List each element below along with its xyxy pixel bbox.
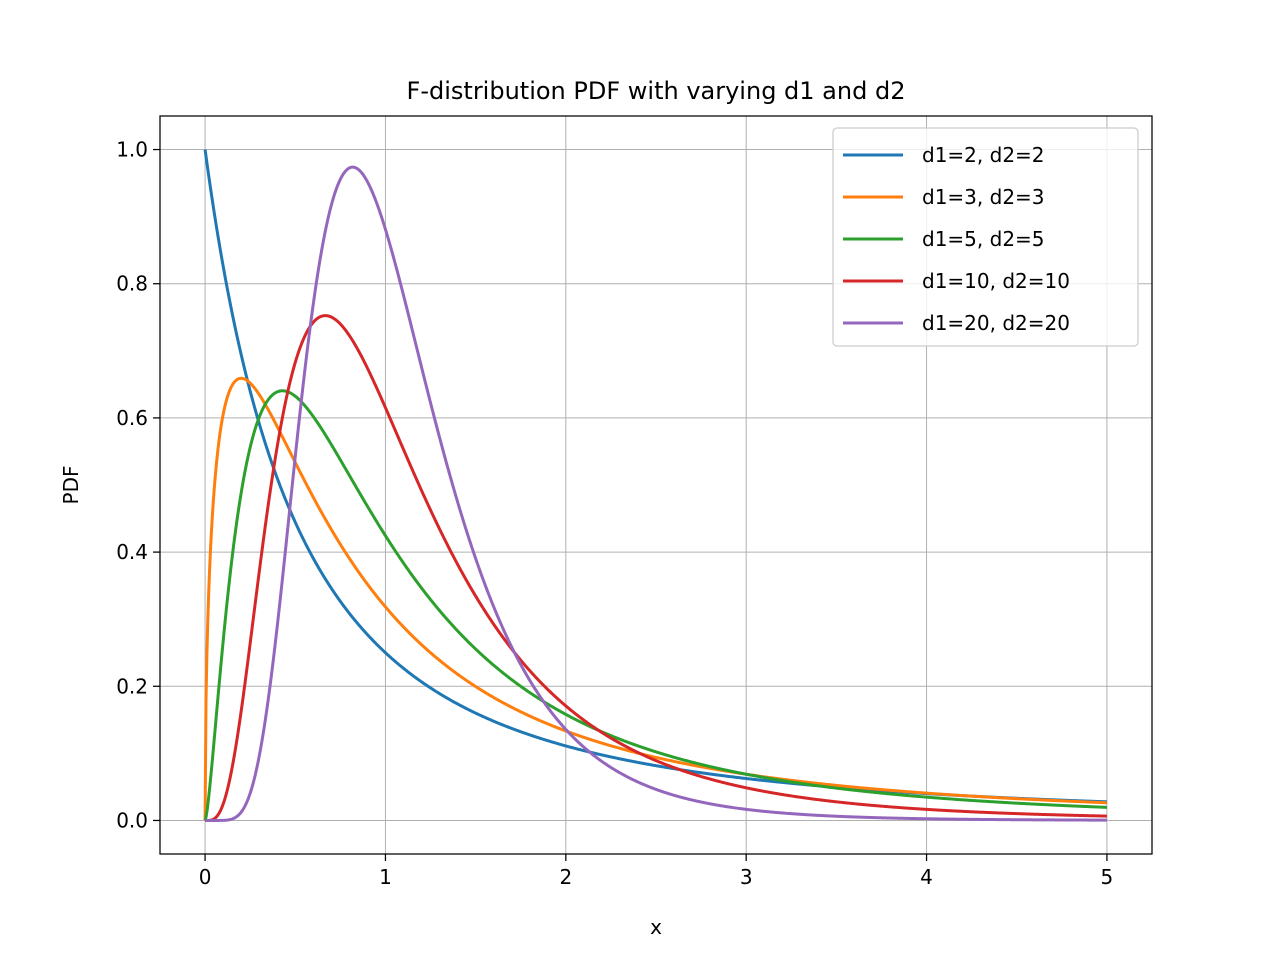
y-tick-label: 0.2: [116, 674, 148, 698]
legend-frame: [832, 127, 1139, 347]
x-tick-label: 2: [559, 865, 572, 889]
y-tick-label: 0.8: [116, 272, 148, 296]
y-axis: 0.0 0.2 0.4 0.6 0.8 1.0: [116, 138, 160, 832]
y-axis-label: PDF: [59, 466, 83, 505]
legend-items: d1=2, d2=2 d1=3, d2=3 d1=5, d2=5 d1=10, d2=…: [843, 143, 1070, 335]
legend: d1=2, d2=2 d1=3, d2=3 d1=5, d2=5 d1=10, d2=…: [832, 127, 1139, 347]
series-line-4: [204, 314, 1108, 822]
legend-label: d1=5, d2=5: [922, 227, 1045, 251]
axes-frame: [159, 115, 1153, 855]
x-tick-label: 1: [379, 865, 392, 889]
x-axis-label: x: [650, 915, 662, 939]
legend-label: d1=20, d2=20: [922, 311, 1070, 335]
y-tick-label: 0.6: [116, 406, 148, 430]
legend-label: d1=3, d2=3: [922, 185, 1045, 209]
x-tick-label: 5: [1101, 865, 1114, 889]
chart-title: F-distribution PDF with varying d1 and d…: [407, 77, 906, 105]
x-tick-label: 0: [199, 865, 212, 889]
series-line-3: [203, 389, 1108, 821]
legend-label: d1=10, d2=10: [922, 269, 1070, 293]
y-tick-label: 0.0: [116, 808, 148, 832]
x-tick-label: 4: [920, 865, 933, 889]
series-line-5: [204, 165, 1108, 822]
y-tick-label: 0.4: [116, 540, 148, 564]
legend-label: d1=2, d2=2: [922, 143, 1045, 167]
series-line-2: [203, 376, 1108, 821]
x-axis: 0 1 2 3 4 5: [199, 854, 1114, 889]
series-layer: [203, 149, 1108, 822]
x-tick-label: 3: [740, 865, 753, 889]
y-tick-label: 1.0: [116, 138, 148, 162]
